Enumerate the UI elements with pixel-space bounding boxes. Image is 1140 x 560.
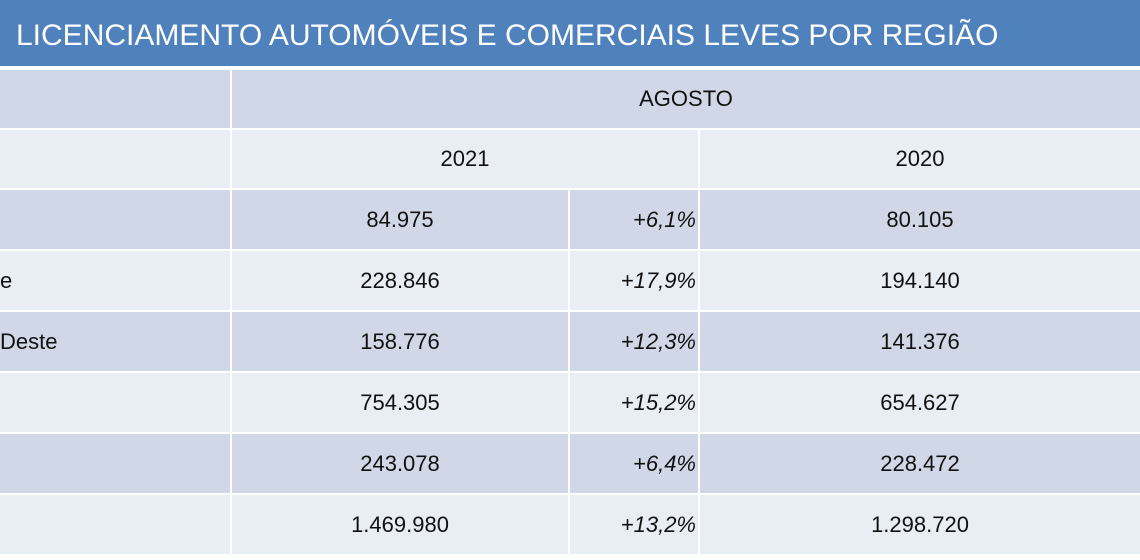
title-bar: LICENCIAMENTO AUTOMÓVEIS E COMERCIAIS LE…	[0, 0, 1140, 66]
region-label: Deste	[0, 312, 230, 371]
current-value: 84.975	[232, 190, 568, 249]
change-value: +6,4%	[570, 434, 698, 493]
previous-value: 194.140	[700, 251, 1140, 310]
year-header: 2020	[700, 130, 1140, 188]
current-value: 754.305	[232, 373, 568, 432]
region-label	[0, 190, 230, 249]
region-label: e	[0, 251, 230, 310]
region-label	[0, 495, 230, 554]
current-value: 158.776	[232, 312, 568, 371]
header-blank	[0, 130, 230, 188]
period-header: AGOSTO	[232, 70, 1140, 128]
previous-value: 80.105	[700, 190, 1140, 249]
current-value: 228.846	[232, 251, 568, 310]
previous-value: 141.376	[700, 312, 1140, 371]
previous-value: 1.298.720	[700, 495, 1140, 554]
current-value: 243.078	[232, 434, 568, 493]
change-value: +17,9%	[570, 251, 698, 310]
region-label	[0, 434, 230, 493]
change-value: +6,1%	[570, 190, 698, 249]
region-label	[0, 373, 230, 432]
change-value: +13,2%	[570, 495, 698, 554]
previous-value: 228.472	[700, 434, 1140, 493]
change-value: +12,3%	[570, 312, 698, 371]
current-value: 1.469.980	[232, 495, 568, 554]
header-blank	[0, 70, 230, 128]
previous-value: 654.627	[700, 373, 1140, 432]
change-value: +15,2%	[570, 373, 698, 432]
year-header: 2021	[232, 130, 698, 188]
